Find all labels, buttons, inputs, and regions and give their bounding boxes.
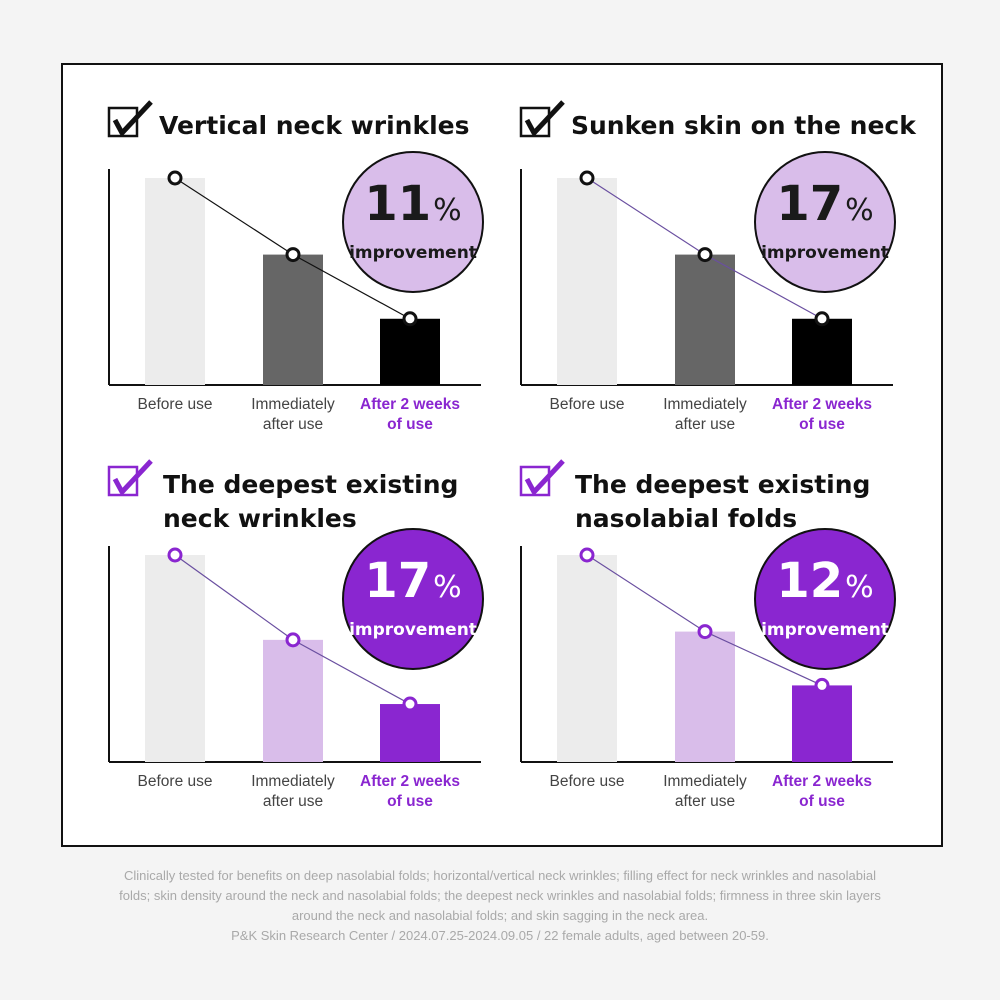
improvement-badge [342,151,484,293]
improvement-label: improvement [761,243,889,263]
x-tick-label: Before use [550,773,625,790]
bar [675,631,735,762]
checkbox-icon [107,106,139,138]
data-point [167,547,183,563]
improvement-badge [342,528,484,670]
x-tick-label: after use [263,793,323,810]
checkbox-icon [519,465,551,497]
improvement-label: improvement [349,620,477,640]
chart-title: The deepest existing [575,470,870,499]
improvement-percent: % [845,570,874,605]
x-tick-label: Before use [550,396,625,413]
data-point [579,547,595,563]
data-point [285,632,301,648]
bar [792,685,852,762]
x-tick-label: Before use [138,396,213,413]
improvement-value: 17 [776,176,843,232]
improvement-badge [754,528,896,670]
checkmark-icon [112,459,153,495]
bar [380,318,440,385]
improvement-badge [754,151,896,293]
chart-title: The deepest existing [163,470,458,499]
x-tick-label: After 2 weeks [772,396,872,413]
checkmark-icon [112,100,153,136]
chart-title: Vertical neck wrinkles [159,111,469,140]
chart-title: nasolabial folds [575,504,797,533]
x-tick-label: After 2 weeks [360,773,460,790]
improvement-headline: 17% [776,176,873,232]
bar [792,318,852,385]
x-tick-label: after use [263,416,323,433]
checkmark-icon [524,459,565,495]
improvement-headline: 12% [776,553,873,609]
footer-line: Clinically tested for benefits on deep n… [124,868,876,883]
x-tick-label: of use [387,416,433,433]
improvement-label: improvement [761,620,889,640]
improvement-value: 17 [364,553,431,609]
checkbox-icon [107,465,139,497]
footer-line: folds; skin density around the neck and … [119,888,881,903]
x-tick-label: Immediately [663,396,747,413]
data-point [402,696,418,712]
improvement-percent: % [433,193,462,228]
improvement-value: 11 [364,176,431,232]
x-tick-label: after use [675,416,735,433]
x-tick-label: Before use [138,773,213,790]
improvement-headline: 17% [364,553,461,609]
bar [675,254,735,385]
improvement-label: improvement [349,243,477,263]
chart-panel-1: Vertical neck wrinkles Before use Immediat… [107,100,484,433]
bar [145,178,205,385]
footer-line: P&K Skin Research Center / 2024.07.25-20… [231,928,769,943]
footer-disclaimer: Clinically tested for benefits on deep n… [60,866,940,946]
chart-panel-3: The deepest existing neck wrinkles Before … [107,459,484,810]
data-point [697,624,713,640]
data-point [814,677,830,693]
chart-panel-4: The deepest existing nasolabial folds Befo… [519,459,896,810]
bar [557,178,617,385]
improvement-headline: 11% [364,176,461,232]
x-tick-label: after use [675,793,735,810]
bar [557,555,617,762]
chart-title: neck wrinkles [163,504,357,533]
data-point [579,170,595,186]
data-point [167,170,183,186]
data-point [814,311,830,327]
x-tick-label: Immediately [663,773,747,790]
checkmark-icon [524,100,565,136]
improvement-percent: % [433,570,462,605]
x-tick-label: After 2 weeks [772,773,872,790]
x-tick-label: of use [799,793,845,810]
data-point [402,311,418,327]
x-tick-label: Immediately [251,773,335,790]
bar [263,254,323,385]
x-tick-label: of use [387,793,433,810]
chart-title: Sunken skin on the neck [571,111,917,140]
data-point [285,247,301,263]
chart-panel-2: Sunken skin on the neck Before use Immedia… [519,100,917,433]
bar [145,555,205,762]
bar [380,704,440,762]
x-tick-label: After 2 weeks [360,396,460,413]
bar [263,639,323,762]
improvement-value: 12 [776,553,843,609]
checkbox-icon [519,106,551,138]
x-tick-label: of use [799,416,845,433]
x-tick-label: Immediately [251,396,335,413]
footer-line: around the neck and nasolabial folds; an… [291,908,709,923]
data-point [697,247,713,263]
improvement-percent: % [845,193,874,228]
